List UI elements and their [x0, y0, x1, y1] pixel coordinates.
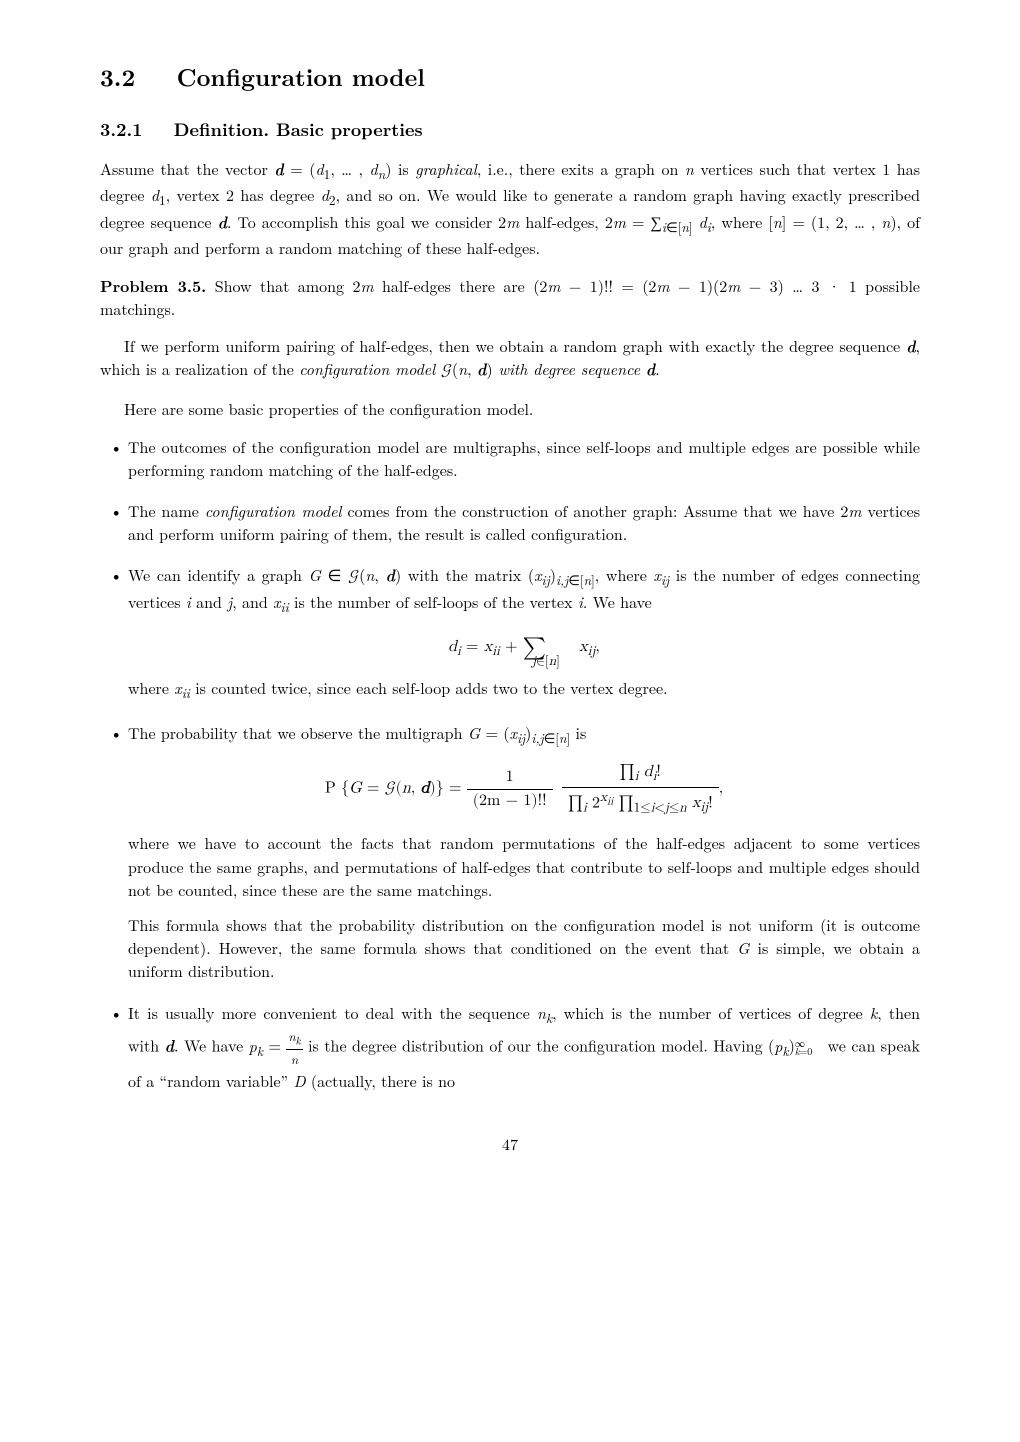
paragraph-properties-intro: Here are some basic properties of the co… [100, 397, 920, 420]
section-heading: 3.2 Configuration model [100, 60, 920, 95]
paragraph-config-model: If we perform uniform pairing of half-ed… [100, 334, 920, 383]
list-item: The name configuration model comes from … [100, 499, 920, 545]
subsection-heading: 3.2.1 Definition. Basic properties [100, 117, 920, 143]
problem-statement: Problem 3.5. Show that among 2m half-edg… [100, 274, 920, 320]
list-item: The probability that we observe the mult… [100, 721, 920, 983]
subsection-number: 3.2.1 [100, 117, 143, 142]
section-title: Configuration model [177, 60, 425, 94]
page-number: 47 [100, 1132, 920, 1155]
properties-list: The outcomes of the configuration model … [100, 435, 920, 1093]
paragraph-intro: Assume that the vector d = (d1, … , dn) … [100, 157, 920, 260]
probability-note-1: where we have to account the facts that … [128, 831, 920, 901]
list-item: It is usually more convenient to deal wi… [100, 1001, 920, 1093]
subsection-title: Definition. Basic properties [174, 117, 423, 142]
section-number: 3.2 [100, 60, 135, 94]
equation-degree: di = xii + ∑j∈[n] xij, [128, 630, 920, 662]
list-item: The outcomes of the configuration model … [100, 435, 920, 481]
equation-probability: P {G = 𝒢(n, d)} = 1 (2m − 1)!! ∏i di! ∏i… [128, 761, 920, 817]
list-item: We can identify a graph G ∈ 𝒢(n, d) with… [100, 563, 920, 702]
equation-note: where xii is counted twice, since each s… [128, 676, 920, 703]
probability-note-2: This formula shows that the probability … [128, 913, 920, 983]
